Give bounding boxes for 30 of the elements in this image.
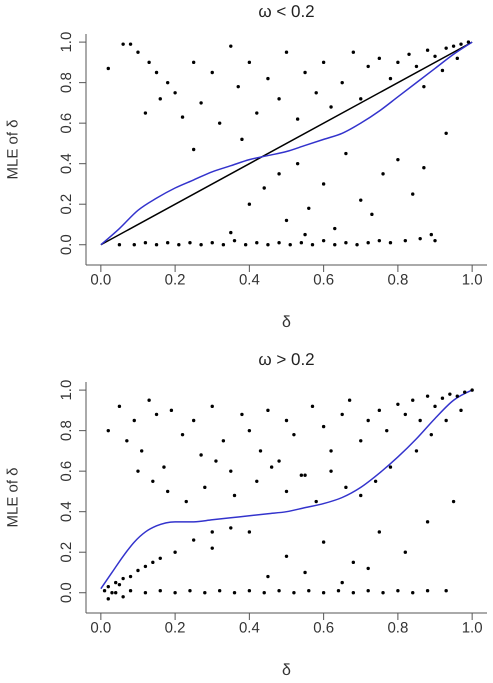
y-tick-label: 0.8: [58, 420, 75, 442]
chart-title: ω > 0.2: [257, 350, 316, 370]
x-axis-title: δ: [282, 314, 292, 331]
x-tick-label: 0.2: [164, 620, 186, 637]
x-tick-label: 0.4: [238, 272, 260, 289]
x-tick-label: 0.8: [387, 272, 408, 289]
y-tick-label: 0.2: [58, 194, 75, 215]
x-tick-label: 0.0: [90, 272, 112, 289]
x-tick-label: 0.6: [313, 620, 334, 637]
y-tick-label: 1.0: [58, 32, 75, 53]
x-tick-label: 0.0: [90, 620, 112, 637]
chart-title: ω < 0.2: [257, 2, 316, 22]
y-tick-label: 0.4: [58, 153, 75, 174]
x-tick-label: 0.8: [387, 620, 408, 637]
x-tick-label: 0.2: [164, 272, 186, 289]
y-tick-label: 0.0: [58, 582, 75, 604]
y-tick-label: 0.8: [58, 72, 75, 94]
x-tick-label: 1.0: [462, 272, 483, 289]
y-tick-label: 0.0: [58, 234, 75, 256]
y-tick-label: 1.0: [58, 380, 75, 401]
y-axis-title: MLE of δ: [4, 119, 22, 180]
x-tick-label: 0.6: [313, 272, 334, 289]
y-tick-label: 0.6: [58, 112, 75, 134]
x-tick-label: 0.4: [238, 620, 260, 637]
y-tick-label: 0.2: [58, 542, 75, 563]
y-tick-label: 0.6: [58, 460, 75, 482]
x-tick-label: 1.0: [462, 620, 483, 637]
y-axis-title: MLE of δ: [4, 467, 22, 528]
x-axis-title: δ: [282, 662, 292, 679]
y-tick-label: 0.4: [58, 501, 75, 522]
